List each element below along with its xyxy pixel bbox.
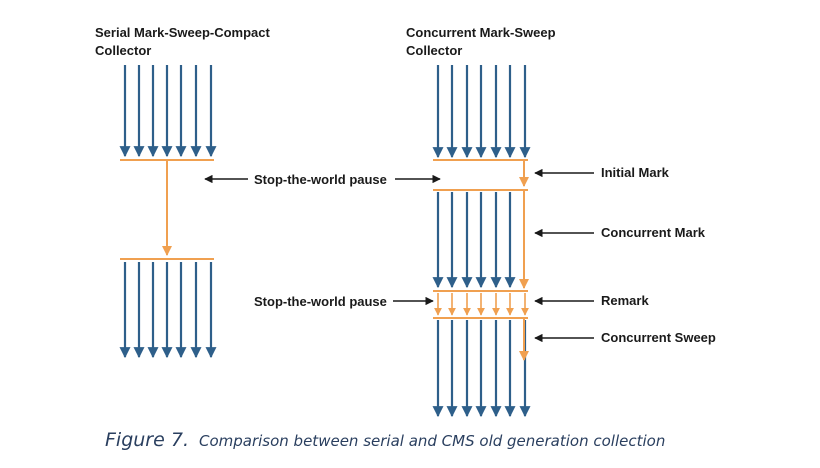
- serial-title-line2: Collector: [95, 43, 151, 58]
- concurrent-sweep-label: Concurrent Sweep: [601, 330, 716, 345]
- cms-app-threads-initial: [432, 65, 531, 159]
- cms-app-threads-final: [432, 320, 531, 418]
- cms-title-line2: Collector: [406, 43, 462, 58]
- caption-figure-number: Figure 7.: [105, 429, 189, 451]
- figure-caption: Figure 7. Comparison between serial and …: [105, 429, 665, 451]
- cms-remark-gc-threads: [434, 293, 529, 316]
- remark-label: Remark: [601, 293, 649, 308]
- serial-app-threads-before: [119, 65, 217, 158]
- caption-description: Comparison between serial and CMS old ge…: [199, 432, 665, 450]
- serial-title-line1: Serial Mark-Sweep-Compact: [95, 25, 271, 40]
- stw-pause-2-label: Stop-the-world pause: [254, 294, 387, 309]
- cms-app-threads-concurrent-mark: [432, 192, 516, 289]
- stw-pause-1-label: Stop-the-world pause: [254, 172, 387, 187]
- serial-app-threads-after: [119, 262, 217, 359]
- cms-title-line1: Concurrent Mark-Sweep: [406, 25, 556, 40]
- initial-mark-label: Initial Mark: [601, 165, 670, 180]
- concurrent-mark-label: Concurrent Mark: [601, 225, 706, 240]
